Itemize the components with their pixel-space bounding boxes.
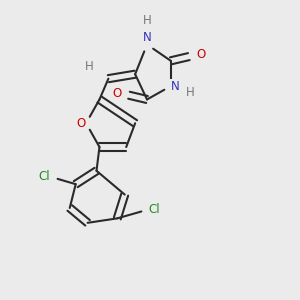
Text: H: H xyxy=(186,85,194,98)
Text: Cl: Cl xyxy=(39,170,50,183)
Text: O: O xyxy=(77,117,86,130)
Text: N: N xyxy=(143,32,152,44)
Text: N: N xyxy=(171,80,180,93)
Text: H: H xyxy=(85,60,94,73)
Text: Cl: Cl xyxy=(148,203,160,216)
Text: H: H xyxy=(143,14,152,27)
Text: O: O xyxy=(196,48,205,62)
Text: O: O xyxy=(112,87,122,100)
